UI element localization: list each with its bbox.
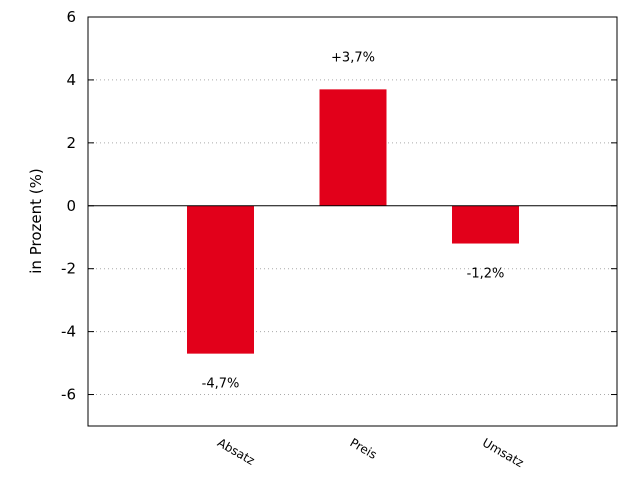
bar-absatz — [187, 205, 254, 354]
data-label: -4,7% — [202, 377, 240, 392]
y-tick-label: 0 — [66, 197, 76, 215]
y-tick-label: -2 — [61, 260, 76, 278]
data-label: +3,7% — [331, 50, 375, 65]
plot-frame — [87, 16, 618, 427]
x-tick-label: Umsatz — [480, 435, 526, 470]
x-tick-label: Absatz — [215, 435, 257, 467]
y-axis-title: in Prozent (%) — [27, 168, 45, 273]
x-tick-label: Preis — [348, 435, 380, 461]
data-labels: -4,7% +3,7% -1,2% — [202, 50, 505, 391]
y-tick-label: -4 — [61, 323, 76, 341]
y-tick-label: 6 — [66, 8, 76, 26]
y-tick-label: 2 — [66, 134, 76, 152]
y-tick-label: 4 — [66, 71, 76, 89]
bar-umsatz — [452, 205, 519, 244]
y-axis-ticks: 6 4 2 0 -2 -4 -6 — [61, 8, 617, 404]
y-tick-label: -6 — [61, 386, 76, 404]
bar-preis — [319, 89, 387, 206]
data-label: -1,2% — [467, 267, 505, 282]
bars — [187, 89, 519, 354]
x-axis-tick-labels: Absatz Preis Umsatz — [215, 435, 526, 470]
